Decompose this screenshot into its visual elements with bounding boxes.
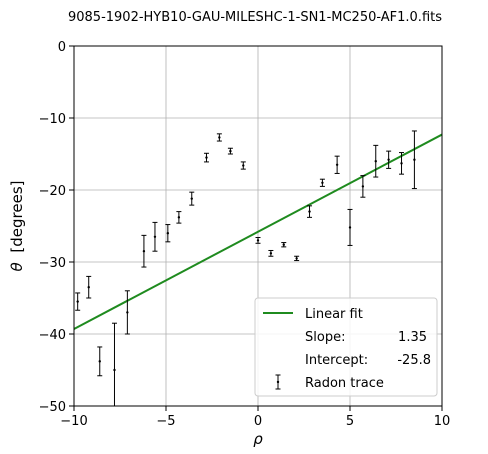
data-marker xyxy=(400,162,403,165)
legend-slope-label: Slope: xyxy=(305,330,345,345)
radon-trace-point xyxy=(124,290,130,335)
data-marker xyxy=(166,232,170,235)
data-marker xyxy=(269,252,273,255)
radon-trace-point xyxy=(360,175,366,198)
legend-trace-label: Radon trace xyxy=(305,376,384,391)
legend: Linear fit Slope: 1.35 Intercept: -25.8 … xyxy=(254,297,438,397)
data-marker xyxy=(218,136,221,139)
radon-trace-point xyxy=(307,205,313,218)
data-marker xyxy=(387,158,390,161)
legend-slope-value: 1.35 xyxy=(398,330,427,345)
x-tick-label: 5 xyxy=(346,414,354,429)
data-marker xyxy=(361,185,365,188)
data-marker xyxy=(177,216,181,219)
data-marker xyxy=(321,181,324,184)
legend-intercept-label: Intercept: xyxy=(305,353,368,368)
radon-trace-point xyxy=(294,255,300,262)
data-marker xyxy=(335,163,339,166)
radon-trace-point xyxy=(347,208,353,246)
radon-trace-point xyxy=(86,275,92,299)
data-marker xyxy=(256,239,260,242)
radon-trace-point xyxy=(227,147,233,155)
data-marker xyxy=(87,286,90,289)
y-tick-label: −30 xyxy=(39,256,66,271)
data-marker xyxy=(98,360,101,363)
y-axis-symbol: θ xyxy=(8,262,26,271)
radon-trace-point xyxy=(373,144,379,178)
fit-line xyxy=(73,133,443,330)
data-marker xyxy=(113,368,116,372)
x-tick-label: −10 xyxy=(60,414,87,429)
data-marker xyxy=(153,235,157,238)
x-axis-label: ρ xyxy=(253,430,263,448)
data-marker xyxy=(295,257,298,260)
legend-intercept-value: -25.8 xyxy=(397,353,431,368)
data-marker xyxy=(229,149,232,153)
fit-line-group xyxy=(73,133,443,330)
y-axis-label: θ [degrees] xyxy=(8,180,26,271)
data-marker xyxy=(308,210,311,213)
y-ticks: 0 −10 −20 −30 −40 −50 xyxy=(39,40,74,415)
radon-trace-point xyxy=(165,224,171,243)
data-marker xyxy=(348,226,352,229)
radon-trace-point xyxy=(240,161,246,170)
radon-trace-point xyxy=(176,211,182,224)
radon-trace-point xyxy=(152,221,158,252)
radon-trace-points xyxy=(75,130,417,406)
y-tick-label: 0 xyxy=(58,40,66,55)
data-marker xyxy=(142,250,146,253)
x-ticks: −10 −5 0 5 10 xyxy=(60,406,450,429)
radon-trace-point xyxy=(281,242,287,248)
x-tick-label: −5 xyxy=(156,414,175,429)
y-tick-label: −10 xyxy=(39,112,66,127)
x-tick-label: 10 xyxy=(434,414,451,429)
y-tick-label: −40 xyxy=(39,328,66,343)
radon-trace-point xyxy=(319,178,325,187)
legend-box xyxy=(254,297,438,397)
radon-trace-point xyxy=(189,191,195,206)
legend-trace-swatch xyxy=(275,374,281,390)
radon-trace-point xyxy=(255,237,261,244)
radon-trace-point xyxy=(111,322,117,406)
radon-trace-point xyxy=(75,292,81,311)
radon-trace-point xyxy=(203,152,209,163)
radon-trace-point xyxy=(141,234,147,268)
radon-trace-point xyxy=(216,133,222,142)
radon-trace-point xyxy=(97,346,103,377)
radon-trace-point xyxy=(268,249,274,257)
data-marker xyxy=(190,197,193,200)
data-marker xyxy=(205,156,208,159)
data-marker xyxy=(413,158,416,161)
data-marker xyxy=(126,311,129,314)
legend-swatch-marker xyxy=(276,380,280,384)
x-tick-label: 0 xyxy=(254,414,262,429)
y-tick-label: −20 xyxy=(39,184,66,199)
radon-trace-point xyxy=(334,155,340,174)
data-marker xyxy=(242,164,245,167)
legend-fit-label: Linear fit xyxy=(305,307,363,322)
data-marker xyxy=(76,300,79,303)
radon-trace-point xyxy=(411,130,417,190)
y-tick-label: −50 xyxy=(39,400,66,415)
data-marker xyxy=(374,160,377,163)
radon-trace-point xyxy=(399,152,405,175)
radon-trace-point xyxy=(386,150,392,169)
data-marker xyxy=(282,243,285,246)
chart-title: 9085-1902-HYB10-GAU-MILESHC-1-SN1-MC250-… xyxy=(68,10,442,25)
y-axis-unit: [degrees] xyxy=(8,180,26,252)
